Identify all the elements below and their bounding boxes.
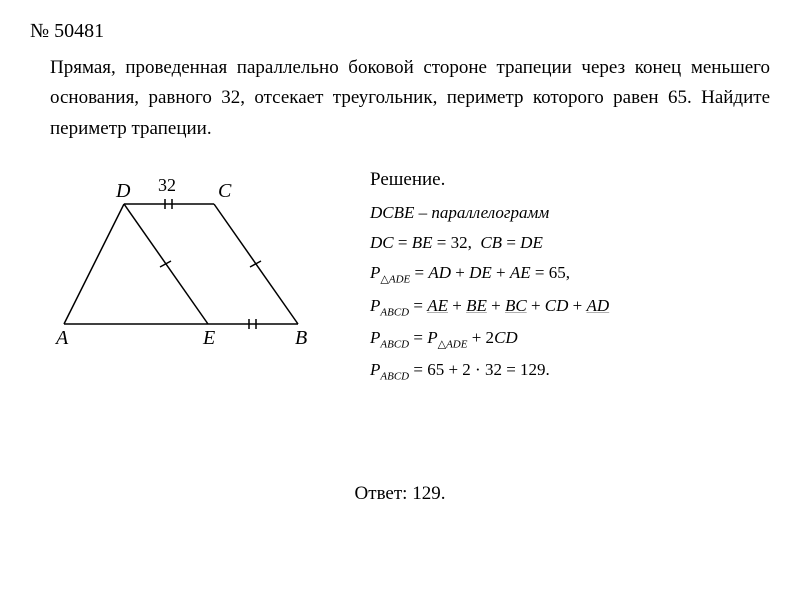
answer-value: 129. <box>412 483 445 504</box>
answer-area: Ответ: 129. <box>30 483 770 505</box>
solution-line-4: PABCD = AE + BE + BC + CD + AD <box>370 296 770 318</box>
label-C: C <box>218 180 232 202</box>
label-E: E <box>202 327 215 349</box>
label-B: B <box>295 327 307 349</box>
solution-line-5: PABCD = P△ADE + 2CD <box>370 328 770 350</box>
label-A: A <box>54 327 69 349</box>
answer-label: Ответ: <box>355 483 408 504</box>
problem-text: Прямая, проведенная параллельно боковой … <box>30 53 770 144</box>
trapezoid-diagram: D C A E B 32 <box>30 169 330 369</box>
content-area: D C A E B 32 Решение. DCBE – параллелогр… <box>30 169 770 393</box>
label-D: D <box>115 180 131 202</box>
solution-line-6: PABCD = 65 + 2 · 32 = 129. <box>370 360 770 382</box>
solution-line-1: DCBE – параллелограмм <box>370 203 770 223</box>
solution-area: Решение. DCBE – параллелограмм DC = BE =… <box>370 169 770 393</box>
problem-number: № 50481 <box>30 20 770 43</box>
solution-line-3: P△ADE = AD + DE + AE = 65, <box>370 263 770 285</box>
solution-line-2: DC = BE = 32, CB = DE <box>370 233 770 253</box>
solution-title: Решение. <box>370 169 770 191</box>
label-32: 32 <box>158 175 176 195</box>
diagram-area: D C A E B 32 <box>30 169 330 369</box>
